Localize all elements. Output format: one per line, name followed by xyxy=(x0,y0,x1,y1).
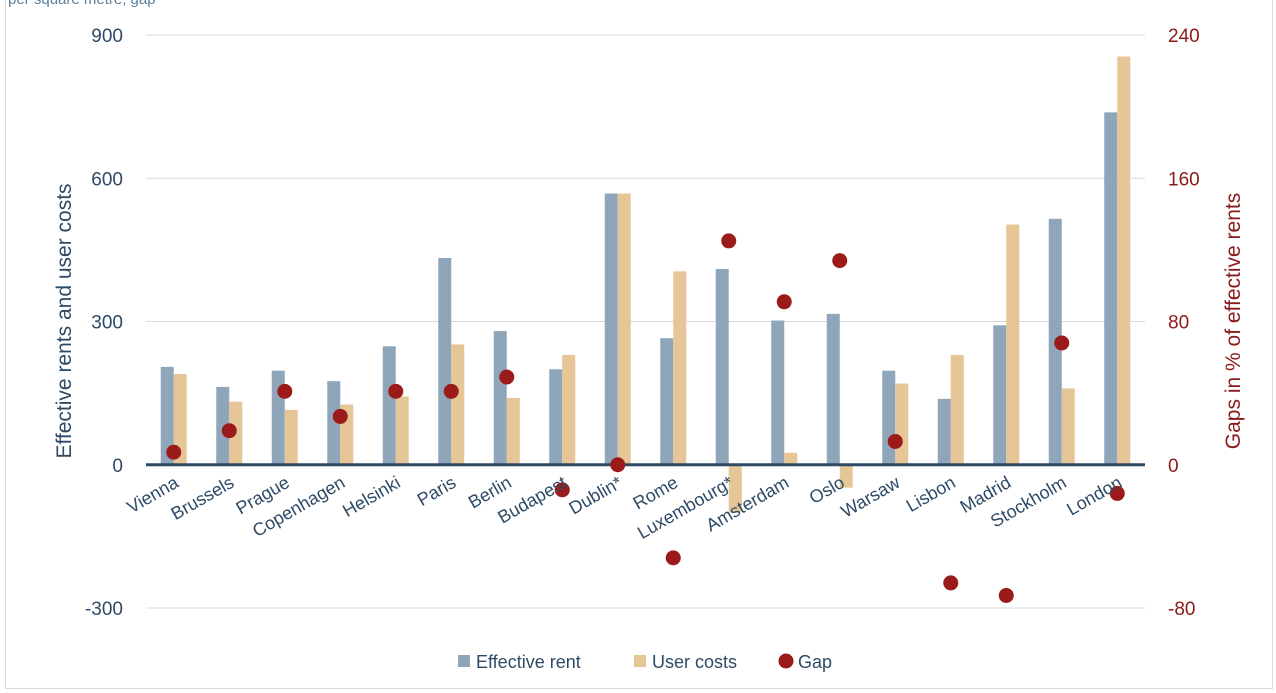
legend-swatch xyxy=(634,655,646,667)
user-costs-bar xyxy=(395,396,409,465)
user-costs-bar xyxy=(1006,224,1020,465)
gridlines xyxy=(146,34,1145,609)
user-costs-bar xyxy=(728,464,742,513)
gap-point xyxy=(610,457,626,473)
effective-rent-bar xyxy=(216,386,230,465)
right-axis-label: Gaps in % of effective rents xyxy=(1222,193,1245,449)
gap-point xyxy=(499,369,515,385)
bars xyxy=(160,56,1131,513)
left-tick-label: 300 xyxy=(91,313,123,334)
right-axis-ticks: 240 160 80 0 -80 xyxy=(1168,26,1200,620)
chart-frame: per square metre; gap xyxy=(5,0,1273,689)
gap-point xyxy=(998,587,1014,603)
user-costs-bar xyxy=(506,397,520,465)
effective-rent-bar xyxy=(327,381,341,465)
effective-rent-bar xyxy=(660,338,674,465)
effective-rent-bar xyxy=(1104,112,1118,465)
user-costs-bar xyxy=(784,452,798,465)
category-label: Brussels xyxy=(167,472,237,524)
gap-point xyxy=(388,383,404,399)
gap-point xyxy=(221,423,237,439)
effective-rent-bar xyxy=(993,325,1007,465)
left-tick-label: -300 xyxy=(85,599,123,620)
user-costs-bar xyxy=(895,383,909,465)
user-costs-bar xyxy=(173,374,187,465)
legend-label: User costs xyxy=(652,652,737,672)
gap-point xyxy=(943,575,959,591)
left-tick-label: 600 xyxy=(91,169,123,190)
right-tick-label: 80 xyxy=(1168,313,1189,334)
effective-rent-bar xyxy=(604,193,618,465)
effective-rent-bar xyxy=(438,257,452,465)
left-axis-label: Effective rents and user costs xyxy=(53,183,76,458)
legend-swatch xyxy=(778,653,794,669)
user-costs-bar xyxy=(451,344,465,465)
gap-point xyxy=(443,383,459,399)
header-note: per square metre; gap xyxy=(8,0,156,8)
user-costs-bar xyxy=(1117,56,1131,465)
right-tick-label: 240 xyxy=(1168,26,1200,47)
gap-point xyxy=(332,408,348,424)
user-costs-bar xyxy=(839,464,853,488)
effective-rent-bar xyxy=(937,398,951,465)
legend-label: Effective rent xyxy=(476,652,581,672)
effective-rent-bar xyxy=(549,369,563,465)
right-tick-label: 160 xyxy=(1168,169,1200,190)
gap-point xyxy=(832,253,848,269)
legend: Effective rent User costs Gap xyxy=(458,652,832,672)
effective-rent-bar xyxy=(382,346,396,465)
category-label: Lisbon xyxy=(903,472,959,516)
left-axis-ticks: 900 600 300 0 -300 xyxy=(85,26,123,620)
category-label: Dublin* xyxy=(565,472,625,518)
gap-point xyxy=(554,482,570,498)
gap-point xyxy=(665,550,681,566)
user-costs-bar xyxy=(950,354,964,465)
gap-point xyxy=(887,433,903,449)
effective-rent-bar xyxy=(493,331,507,465)
gap-point xyxy=(277,383,293,399)
legend-swatch xyxy=(458,655,470,667)
left-tick-label: 0 xyxy=(112,456,123,477)
gap-point xyxy=(1054,335,1070,351)
left-tick-label: 900 xyxy=(91,26,123,47)
user-costs-bar xyxy=(617,193,631,465)
category-label: Helsinki xyxy=(339,472,404,521)
legend-label: Gap xyxy=(798,652,832,672)
gap-point xyxy=(166,444,182,460)
right-tick-label: 0 xyxy=(1168,456,1179,477)
gap-point xyxy=(776,294,792,310)
effective-rent-bar xyxy=(160,366,174,465)
gap-point xyxy=(721,233,737,249)
effective-rent-bar xyxy=(715,268,729,465)
gap-point xyxy=(1109,485,1125,501)
user-costs-bar xyxy=(562,354,576,465)
effective-rent-bar xyxy=(771,320,785,465)
gap-points xyxy=(166,233,1125,603)
category-label: Paris xyxy=(414,472,460,510)
right-tick-label: -80 xyxy=(1168,599,1195,620)
effective-rent-bar xyxy=(882,370,896,465)
effective-rent-bar xyxy=(826,313,840,465)
user-costs-bar xyxy=(284,409,298,465)
user-costs-bar xyxy=(673,271,687,465)
user-costs-bar xyxy=(1061,388,1075,465)
